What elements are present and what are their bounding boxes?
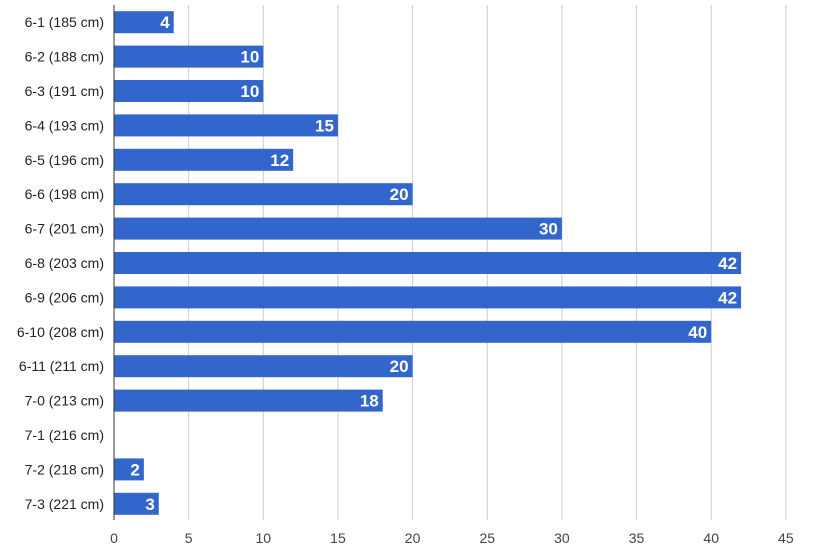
- category-label: 6-2 (188 cm): [25, 49, 104, 65]
- category-label: 6-5 (196 cm): [25, 152, 104, 168]
- data-label: 10: [240, 82, 259, 101]
- bar: [114, 389, 383, 412]
- category-label: 7-2 (218 cm): [25, 461, 104, 477]
- x-tick-label: 15: [330, 530, 346, 546]
- bar: [114, 45, 264, 68]
- category-label: 7-3 (221 cm): [25, 496, 104, 512]
- bar: [114, 252, 742, 274]
- x-tick-label: 35: [629, 530, 645, 546]
- data-label: 12: [270, 151, 289, 170]
- bar: [114, 11, 174, 34]
- data-label: 40: [688, 323, 707, 342]
- x-tick-labels: 0 5 10 15 20 25 30 35 40 45: [110, 530, 794, 546]
- category-labels: 6-1 (185 cm) 6-2 (188 cm) 6-3 (191 cm) 6-4 …: [17, 14, 104, 512]
- x-tick-label: 40: [703, 530, 719, 546]
- bar: [114, 217, 562, 240]
- category-label: 6-3 (191 cm): [25, 83, 104, 99]
- category-label: 7-0 (213 cm): [25, 393, 104, 409]
- x-tick-label: 20: [405, 530, 421, 546]
- data-label: 2: [130, 460, 139, 479]
- data-label: 15: [315, 116, 334, 135]
- bar: [114, 320, 712, 343]
- category-label: 6-7 (201 cm): [25, 221, 104, 237]
- category-label: 6-9 (206 cm): [25, 289, 104, 305]
- category-label: 6-10 (208 cm): [17, 324, 104, 340]
- x-tick-label: 10: [256, 530, 272, 546]
- category-label: 6-4 (193 cm): [25, 117, 104, 133]
- bar: [114, 114, 338, 137]
- x-tick-label: 0: [110, 530, 118, 546]
- bar: [114, 458, 144, 481]
- bar: [114, 183, 413, 206]
- bar: [114, 286, 742, 309]
- data-label: 3: [145, 495, 154, 514]
- data-label: 30: [539, 220, 558, 239]
- x-tick-label: 5: [185, 530, 193, 546]
- data-label: 20: [390, 185, 409, 204]
- data-label: 10: [240, 48, 259, 67]
- x-tick-label: 30: [554, 530, 570, 546]
- bar: [114, 492, 159, 515]
- data-label: 4: [160, 13, 170, 32]
- data-label: 18: [360, 392, 379, 411]
- category-label: 6-11 (211 cm): [19, 358, 104, 374]
- data-labels: 4 10 10 15 12 20 30 42 42 40 20 18 23: [130, 13, 737, 514]
- category-label: 6-1 (185 cm): [25, 14, 104, 30]
- x-tick-label: 25: [479, 530, 495, 546]
- category-label: 6-8 (203 cm): [25, 255, 104, 271]
- category-label: 6-6 (198 cm): [25, 186, 104, 202]
- bar: [114, 148, 294, 171]
- bars: [114, 11, 742, 515]
- x-tick-label: 45: [778, 530, 794, 546]
- bar: [114, 80, 264, 102]
- category-label: 7-1 (216 cm): [25, 427, 104, 443]
- data-label: 20: [390, 357, 409, 376]
- data-label: 42: [718, 254, 737, 273]
- data-label: 42: [718, 288, 737, 307]
- bar: [114, 355, 413, 378]
